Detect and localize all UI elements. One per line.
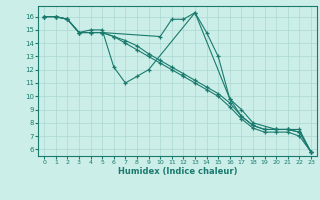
X-axis label: Humidex (Indice chaleur): Humidex (Indice chaleur)	[118, 167, 237, 176]
